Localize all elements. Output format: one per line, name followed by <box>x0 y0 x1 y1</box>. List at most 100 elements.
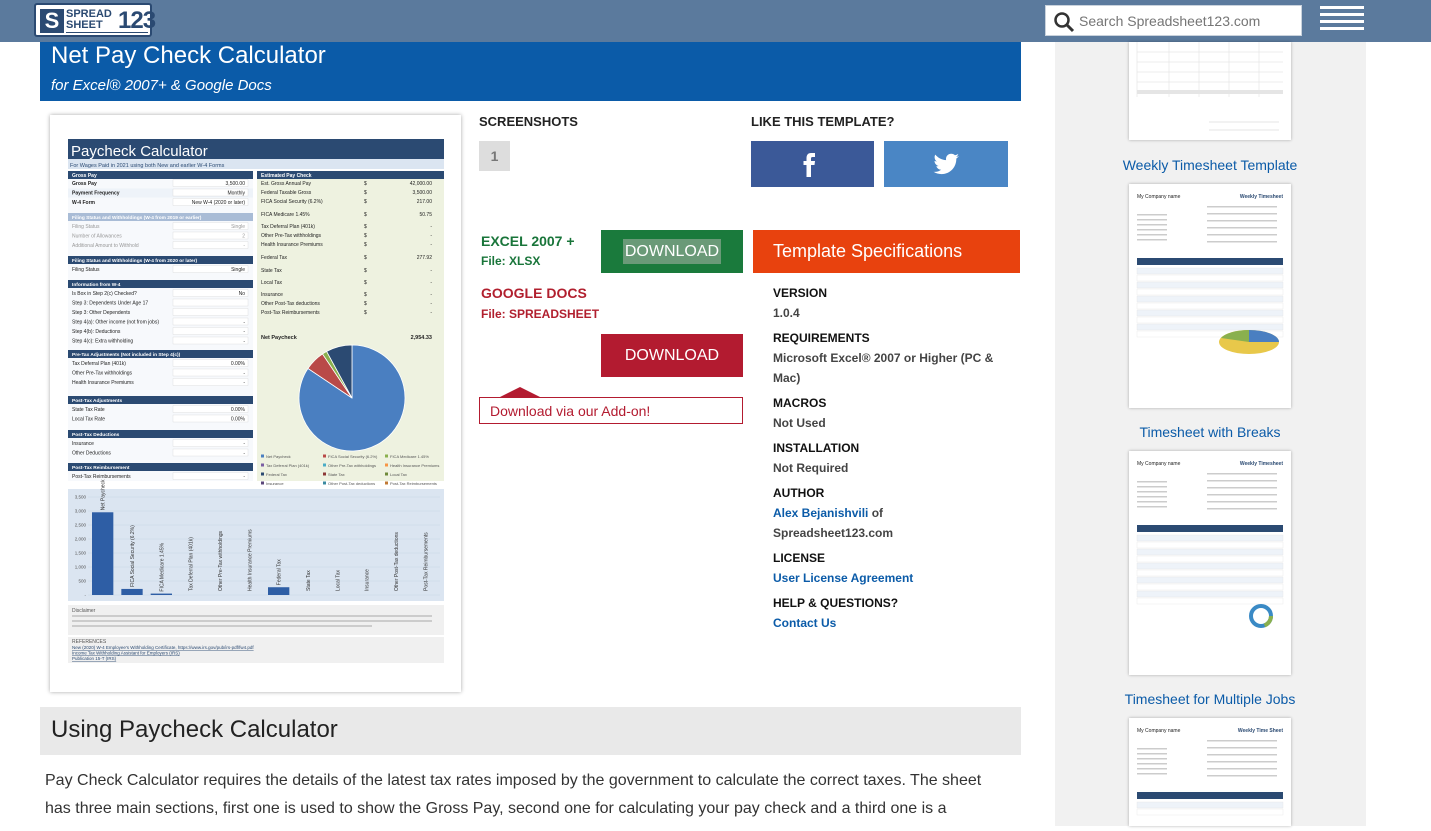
thumb-line <box>1207 494 1277 496</box>
bar <box>150 593 172 595</box>
legend-swatch <box>385 481 388 485</box>
thumb-line <box>1207 213 1277 215</box>
page-header: Net Pay Check Calculator for Excel® 2007… <box>40 42 1021 101</box>
thumb-row <box>1136 576 1284 584</box>
spec-install-value: Not Required <box>773 461 849 475</box>
est-row-value: 42,000.00 <box>410 181 432 187</box>
est-header: Estimated Pay Check <box>261 173 312 179</box>
using-section-title: Using Paycheck Calculator <box>51 716 338 743</box>
bar-label: Post-Tax Reimbursements <box>423 532 429 591</box>
addon-download-link[interactable]: Download via our Add-on! <box>479 397 743 424</box>
thumb-line <box>1207 473 1277 475</box>
legend-swatch <box>323 454 326 458</box>
excel-download-button[interactable]: DOWNLOAD <box>601 230 743 273</box>
author-link[interactable]: Alex Bejanishvili <box>773 506 869 520</box>
sidebar-thumbnail-1[interactable]: My Company name Weekly Timesheet <box>1129 184 1291 408</box>
google-download-button[interactable]: DOWNLOAD <box>601 334 743 377</box>
thumb-line <box>1137 234 1167 236</box>
section-header: Post-Tax Deductions <box>72 432 120 438</box>
est-row-value: - <box>430 310 432 316</box>
est-row-currency: $ <box>364 190 367 196</box>
thumb-row <box>1136 281 1284 289</box>
site-logo[interactable]: S SPREAD SHEET 123 <box>34 3 156 37</box>
template-preview-image[interactable]: Paycheck Calculator For Wages Paid in 20… <box>50 115 461 692</box>
template-specifications-button[interactable]: Template Specifications <box>753 230 1020 273</box>
thumb-row <box>1136 597 1284 605</box>
legend-label: Federal Tax <box>266 472 287 477</box>
section-row-cell <box>172 405 249 413</box>
thumb-donut-arc <box>1249 604 1273 628</box>
thumb-row <box>1136 274 1284 282</box>
est-row-value: - <box>430 233 432 239</box>
spec-help: HELP & QUESTIONS? Contact Us <box>773 593 1013 633</box>
spec-installation: INSTALLATION Not Required <box>773 438 1013 478</box>
section-row-value: - <box>243 339 245 345</box>
spec-license-key: LICENSE <box>773 551 826 565</box>
logo-tagline-rule <box>66 32 148 35</box>
section-row-label: Additional Amount to Withhold <box>72 243 139 249</box>
legend-swatch <box>261 454 264 458</box>
gross-row <box>68 179 253 188</box>
thumb-row <box>1136 267 1284 275</box>
section-header: Post-Tax Reimbursement <box>72 465 130 471</box>
thumb-line <box>1137 763 1167 765</box>
thumb-line <box>1137 214 1167 216</box>
legend-swatch <box>261 481 264 485</box>
section-header-bar <box>68 463 253 471</box>
logo-word-2: SHEET <box>66 19 103 31</box>
thumb-line <box>1207 754 1277 756</box>
legend-label: FICA Social Security (6.2%) <box>328 454 378 459</box>
contact-link[interactable]: Contact Us <box>773 616 837 630</box>
thumb-row <box>1136 808 1284 816</box>
license-link[interactable]: User License Agreement <box>773 571 914 585</box>
bar-tick: 1,000 <box>75 565 87 570</box>
legend-swatch <box>323 472 326 476</box>
sidebar-link-timesheet-breaks[interactable]: Timesheet with Breaks <box>1139 424 1281 440</box>
menu-icon[interactable] <box>1320 6 1364 36</box>
search-icon[interactable] <box>1053 11 1075 33</box>
spec-help-key: HELP & QUESTIONS? <box>773 596 899 610</box>
thumb-line <box>1137 481 1167 483</box>
reference-link: New (2020) W-4 Employee's Withholding Ce… <box>72 645 254 650</box>
est-row-currency: $ <box>364 280 367 286</box>
section-row-label: Number of Allowances <box>72 234 122 240</box>
sidebar-link-multiple-jobs[interactable]: Timesheet for Multiple Jobs <box>1124 691 1296 707</box>
section-row-label: Other Pre-Tax withholdings <box>72 371 133 377</box>
thumb-row <box>1136 330 1284 338</box>
legend-label: Local Tax <box>390 472 407 477</box>
references-label: REFERENCES <box>72 639 107 645</box>
thumb-line <box>1207 775 1277 777</box>
sidebar-thumbnail-0[interactable] <box>1129 42 1291 140</box>
twitter-share-button[interactable] <box>884 141 1008 187</box>
spec-author-key: AUTHOR <box>773 486 825 500</box>
facebook-share-button[interactable] <box>751 141 874 187</box>
section-header-bar <box>68 213 253 221</box>
references-list: New (2020) W-4 Employee's Withholding Ce… <box>72 645 254 661</box>
thumb-company: My Company name <box>1137 461 1181 467</box>
screenshot-tab-1[interactable]: 1 <box>479 141 510 171</box>
net-paycheck-value: 2,954.33 <box>411 335 432 341</box>
gross-row-label: Payment Frequency <box>72 191 120 197</box>
bar-tick: 2,500 <box>75 523 87 528</box>
thumb-header-bar <box>1137 258 1283 265</box>
bar-tick: 2,000 <box>75 537 87 542</box>
legend-swatch <box>323 463 326 467</box>
section-row-value: No <box>239 291 246 297</box>
est-row-label: FICA Social Security (6.2%) <box>261 199 323 205</box>
sidebar-thumbnail-2[interactable]: My Company name Weekly Timesheet <box>1129 451 1291 675</box>
gross-row-cell <box>172 198 249 206</box>
bar-tick: 500 <box>78 579 86 584</box>
search-input[interactable] <box>1079 10 1297 32</box>
thumb-header-bar <box>1137 792 1283 799</box>
thumb-row <box>1136 534 1284 542</box>
section-row-value: - <box>243 243 245 249</box>
est-row-currency: $ <box>364 199 367 205</box>
gross-row-cell <box>172 188 249 197</box>
sidebar-thumbnail-3[interactable]: My Company name Weekly Time Sheet <box>1129 718 1291 826</box>
thumb-pie-slice <box>1249 330 1279 342</box>
facebook-icon <box>803 153 815 177</box>
pie-chart <box>298 344 406 452</box>
spec-install-key: INSTALLATION <box>773 441 860 455</box>
sidebar-link-weekly-timesheet[interactable]: Weekly Timesheet Template <box>1122 157 1298 173</box>
section-row-cell <box>172 472 249 480</box>
